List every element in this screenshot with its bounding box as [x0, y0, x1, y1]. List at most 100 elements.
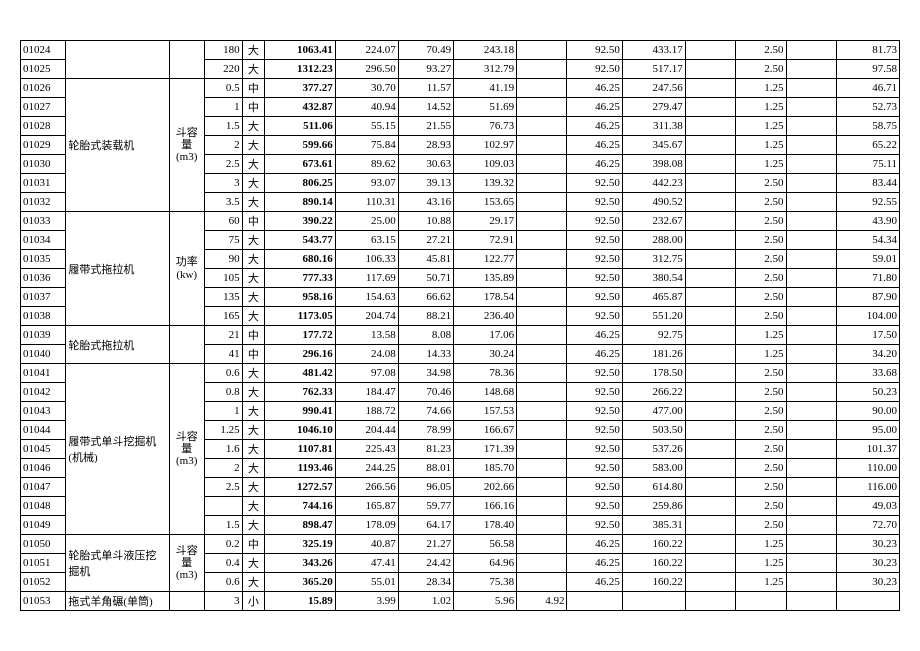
- row-value: 2.50: [736, 402, 786, 421]
- row-value: 21.55: [398, 117, 453, 136]
- row-value: 72.70: [836, 516, 899, 535]
- row-value: 92.50: [567, 269, 622, 288]
- row-code: 01040: [21, 345, 66, 364]
- row-value: [786, 516, 836, 535]
- row-value: 50.71: [398, 269, 453, 288]
- row-value: [786, 269, 836, 288]
- row-value: 442.23: [622, 174, 685, 193]
- row-value: 102.97: [454, 136, 517, 155]
- row-size: 中: [242, 79, 265, 98]
- row-value: 92.50: [567, 459, 622, 478]
- row-value: 76.73: [454, 117, 517, 136]
- param-unit-text: (m3): [172, 151, 202, 163]
- row-value: 56.58: [454, 535, 517, 554]
- row-value: 154.63: [335, 288, 398, 307]
- row-value: 81.23: [398, 440, 453, 459]
- row-code: 01043: [21, 402, 66, 421]
- row-bold: 744.16: [265, 497, 336, 516]
- row-value: [786, 60, 836, 79]
- row-value: 72.91: [454, 231, 517, 250]
- row-bold: 432.87: [265, 98, 336, 117]
- row-val: 2: [204, 136, 242, 155]
- row-val: 0.6: [204, 573, 242, 592]
- row-value: [517, 117, 567, 136]
- row-value: 202.66: [454, 478, 517, 497]
- row-value: [622, 592, 685, 611]
- row-code: 01052: [21, 573, 66, 592]
- row-code: 01025: [21, 60, 66, 79]
- row-value: [685, 592, 735, 611]
- row-value: 41.19: [454, 79, 517, 98]
- row-value: 225.43: [335, 440, 398, 459]
- row-value: 46.25: [567, 326, 622, 345]
- row-value: 1.25: [736, 326, 786, 345]
- row-value: 75.11: [836, 155, 899, 174]
- row-value: 178.40: [454, 516, 517, 535]
- row-val: 3: [204, 592, 242, 611]
- row-value: 2.50: [736, 440, 786, 459]
- row-size: 小: [242, 592, 265, 611]
- row-value: 24.08: [335, 345, 398, 364]
- row-bold: 365.20: [265, 573, 336, 592]
- row-size: 大: [242, 383, 265, 402]
- row-value: [685, 402, 735, 421]
- row-code: 01027: [21, 98, 66, 117]
- row-code: 01042: [21, 383, 66, 402]
- row-val: 135: [204, 288, 242, 307]
- row-value: 55.01: [335, 573, 398, 592]
- row-size: 中: [242, 212, 265, 231]
- row-value: [786, 231, 836, 250]
- row-bold: 481.42: [265, 364, 336, 383]
- row-value: [517, 212, 567, 231]
- row-val: 0.6: [204, 364, 242, 383]
- row-value: 2.50: [736, 459, 786, 478]
- row-value: [786, 288, 836, 307]
- row-value: 433.17: [622, 41, 685, 60]
- row-value: 101.37: [836, 440, 899, 459]
- row-value: 14.33: [398, 345, 453, 364]
- row-value: 296.50: [335, 60, 398, 79]
- row-value: [685, 383, 735, 402]
- param-label: 斗容量(m3): [169, 79, 204, 212]
- row-value: 2.50: [736, 478, 786, 497]
- param-label-text: 斗容量: [172, 431, 202, 455]
- row-val: 1.5: [204, 117, 242, 136]
- table-row: 01033履带式拖拉机功率(kw)60中390.2225.0010.8829.1…: [21, 212, 900, 231]
- row-value: 1.25: [736, 117, 786, 136]
- row-value: [517, 459, 567, 478]
- row-value: 93.07: [335, 174, 398, 193]
- row-value: 92.50: [567, 383, 622, 402]
- row-value: 90.00: [836, 402, 899, 421]
- group-name: 履带式单斗挖掘机(机械): [66, 364, 169, 535]
- param-label-text: 斗容量: [172, 127, 202, 151]
- row-code: 01032: [21, 193, 66, 212]
- row-value: [786, 41, 836, 60]
- row-value: [685, 212, 735, 231]
- row-value: 30.23: [836, 554, 899, 573]
- row-value: 2.50: [736, 383, 786, 402]
- row-value: [517, 98, 567, 117]
- row-size: 大: [242, 288, 265, 307]
- row-value: 92.50: [567, 364, 622, 383]
- row-value: 109.03: [454, 155, 517, 174]
- row-value: [685, 421, 735, 440]
- row-value: 2.50: [736, 41, 786, 60]
- row-value: [786, 117, 836, 136]
- row-value: 59.77: [398, 497, 453, 516]
- table-row: 01053拖式羊角碾(单筒)3小15.893.991.025.964.92: [21, 592, 900, 611]
- row-value: [685, 117, 735, 136]
- row-bold: 673.61: [265, 155, 336, 174]
- row-value: 46.25: [567, 79, 622, 98]
- row-value: 70.46: [398, 383, 453, 402]
- table-row: 01024180大1063.41224.0770.49243.1892.5043…: [21, 41, 900, 60]
- row-value: [517, 478, 567, 497]
- row-value: 14.52: [398, 98, 453, 117]
- row-value: 87.90: [836, 288, 899, 307]
- row-value: [517, 155, 567, 174]
- row-value: 204.44: [335, 421, 398, 440]
- row-value: 166.16: [454, 497, 517, 516]
- data-table: 01024180大1063.41224.0770.49243.1892.5043…: [20, 40, 900, 611]
- row-value: 135.89: [454, 269, 517, 288]
- row-val: 2.5: [204, 478, 242, 497]
- row-size: 大: [242, 41, 265, 60]
